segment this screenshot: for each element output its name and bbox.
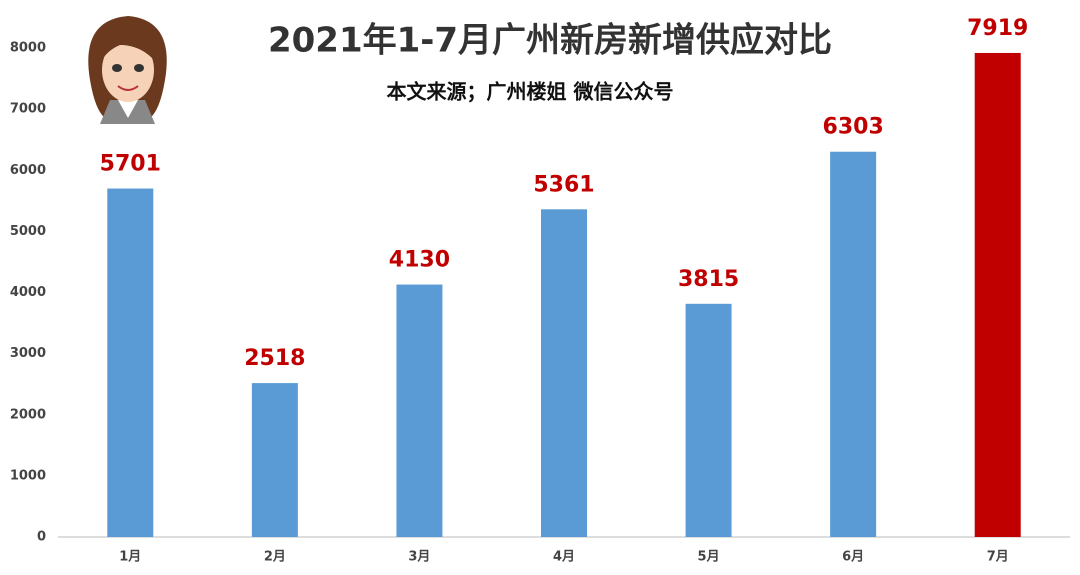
data-label: 3815: [678, 267, 739, 292]
x-tick-label: 6月: [842, 550, 864, 565]
bar: [251, 383, 298, 537]
bar: [830, 151, 877, 537]
x-tick-label: 2月: [264, 550, 286, 565]
data-label: 5701: [100, 152, 161, 177]
x-tick-label: 4月: [553, 550, 575, 565]
chart-subtitle: 本文来源；广州楼姐 微信公众号: [387, 80, 674, 104]
x-tick-label: 5月: [698, 550, 720, 565]
y-tick-label: 2000: [10, 407, 46, 422]
x-tick-label: 1月: [119, 550, 141, 565]
data-label: 7919: [967, 16, 1028, 41]
data-label: 5361: [533, 172, 594, 197]
avatar: [88, 16, 167, 124]
y-tick-label: 4000: [10, 285, 46, 300]
y-tick-label: 3000: [10, 346, 46, 361]
bar: [974, 52, 1021, 538]
data-label: 6303: [823, 115, 884, 140]
x-tick-label: 7月: [987, 550, 1009, 565]
y-tick-label: 0: [37, 530, 46, 545]
data-label: 2518: [244, 346, 305, 371]
y-tick-label: 5000: [10, 224, 46, 239]
y-tick-label: 1000: [10, 468, 46, 483]
bar: [541, 209, 587, 537]
y-tick-label: 8000: [10, 41, 46, 56]
bar: [396, 284, 443, 537]
data-label: 4130: [389, 248, 450, 273]
chart-title: 2021年1-7月广州新房新增供应对比: [268, 21, 832, 61]
bar: [685, 303, 732, 537]
x-tick-label: 3月: [408, 550, 430, 565]
y-tick-label: 7000: [10, 102, 46, 117]
bar: [107, 188, 154, 538]
y-tick-label: 6000: [10, 163, 46, 178]
